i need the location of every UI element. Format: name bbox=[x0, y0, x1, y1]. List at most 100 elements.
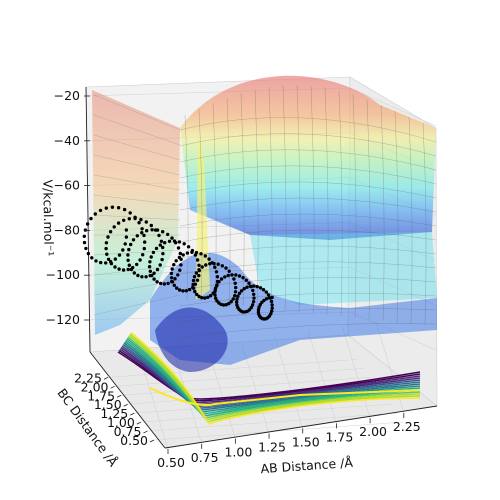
trajectory-point bbox=[213, 289, 217, 294]
trajectory-point bbox=[161, 230, 165, 234]
trajectory-point bbox=[159, 239, 164, 243]
trajectory-point bbox=[149, 223, 153, 228]
trajectory-point bbox=[214, 296, 218, 300]
trajectory-point bbox=[231, 297, 235, 301]
trajectory-point bbox=[139, 217, 143, 222]
mesh-line bbox=[179, 261, 437, 275]
trajectory-point bbox=[166, 281, 170, 286]
trajectory-point bbox=[169, 276, 174, 280]
trajectory-points bbox=[82, 205, 274, 321]
mesh-line bbox=[422, 122, 427, 326]
trajectory-point bbox=[136, 273, 140, 278]
trajectory-point bbox=[258, 286, 263, 290]
trajectory-point bbox=[215, 283, 219, 287]
trajectory-point bbox=[252, 296, 256, 300]
contour-line bbox=[124, 340, 421, 413]
trajectory-point bbox=[213, 286, 218, 290]
trajectory-point bbox=[128, 211, 132, 215]
trajectory-point bbox=[117, 253, 122, 257]
trajectory-point bbox=[224, 266, 228, 270]
trajectory-point bbox=[236, 294, 240, 298]
y-tick-label: 2.00 bbox=[81, 379, 109, 394]
trajectory-point bbox=[217, 280, 221, 284]
trajectory-point bbox=[233, 290, 238, 294]
mesh-line bbox=[212, 103, 217, 304]
trajectory-point bbox=[251, 288, 255, 293]
trajectory-point bbox=[98, 208, 103, 213]
trajectory-point bbox=[191, 278, 196, 283]
trajectory-point bbox=[256, 310, 261, 314]
trajectory-point bbox=[127, 217, 131, 221]
z-tick-label: −120 bbox=[46, 312, 80, 327]
contour-line bbox=[126, 337, 421, 417]
trajectory-point bbox=[84, 246, 88, 251]
trajectory-point bbox=[220, 264, 224, 268]
trajectory-point bbox=[176, 246, 181, 250]
trajectory-point bbox=[172, 263, 176, 267]
trajectory-point bbox=[151, 250, 156, 255]
trajectory-point bbox=[242, 287, 246, 291]
trajectory-point bbox=[158, 281, 163, 286]
trajectory-point bbox=[207, 257, 211, 261]
trajectory-point bbox=[163, 241, 167, 245]
trajectory-point bbox=[113, 265, 117, 269]
mesh-line bbox=[338, 90, 343, 317]
trajectory-point bbox=[170, 236, 174, 240]
contour-line bbox=[122, 343, 421, 409]
trajectory-point bbox=[110, 205, 115, 209]
trajectory-point bbox=[135, 262, 139, 267]
trajectory-point bbox=[235, 297, 239, 301]
trajectory-point bbox=[99, 260, 103, 265]
trajectory-point bbox=[169, 271, 174, 276]
contour-line bbox=[128, 334, 421, 421]
trajectory-point bbox=[264, 290, 268, 294]
trajectory-point bbox=[90, 256, 94, 260]
y-ticks: 0.500.751.001.251.501.752.002.25 bbox=[74, 370, 155, 448]
mesh-line bbox=[93, 94, 181, 131]
trajectory-point bbox=[113, 257, 118, 261]
x-tick-label: 1.25 bbox=[258, 440, 286, 455]
trajectory-point bbox=[234, 300, 239, 304]
trajectory-point bbox=[167, 239, 172, 243]
trajectory-point bbox=[144, 275, 148, 279]
trajectory-point bbox=[195, 278, 200, 282]
trajectory-point bbox=[270, 306, 274, 310]
mesh-line bbox=[179, 277, 437, 291]
trajectory-point bbox=[116, 206, 121, 210]
trajectory-point bbox=[132, 271, 136, 275]
trajectory-point bbox=[104, 206, 109, 210]
trajectory-point bbox=[173, 277, 177, 281]
y-tick-mark bbox=[130, 412, 135, 416]
trajectory-point bbox=[86, 251, 91, 256]
trajectory-point bbox=[213, 265, 217, 269]
z-ticks: −120 −100 −80 −60 −40 −20 bbox=[46, 88, 90, 327]
trajectory-point bbox=[194, 250, 199, 255]
trajectory-point bbox=[261, 288, 266, 292]
mesh-line bbox=[268, 87, 273, 310]
trajectory-point bbox=[144, 220, 148, 224]
trajectory-point bbox=[197, 268, 201, 272]
trajectory-point bbox=[161, 245, 165, 250]
mesh-line bbox=[179, 292, 437, 307]
trajectory-point bbox=[191, 286, 196, 290]
surface-back-hump bbox=[180, 75, 436, 240]
trajectory-point bbox=[175, 286, 179, 290]
trajectory-point bbox=[140, 231, 144, 235]
trajectory-point bbox=[181, 289, 185, 293]
trajectory-point bbox=[234, 273, 238, 277]
trajectory-point bbox=[148, 260, 152, 264]
trajectory-point bbox=[176, 273, 180, 277]
trajectory-point bbox=[124, 235, 129, 239]
trajectory-point bbox=[154, 246, 159, 251]
mesh-line bbox=[93, 294, 181, 316]
trajectory-point bbox=[212, 261, 216, 266]
contour-line bbox=[129, 333, 421, 423]
trajectory-point bbox=[248, 284, 253, 288]
y-tick-mark bbox=[143, 430, 148, 434]
trajectory-point bbox=[215, 299, 219, 303]
trajectory-point bbox=[152, 271, 156, 275]
mesh-line bbox=[240, 93, 245, 307]
trajectory-point bbox=[129, 267, 134, 272]
contour-line bbox=[127, 336, 421, 419]
